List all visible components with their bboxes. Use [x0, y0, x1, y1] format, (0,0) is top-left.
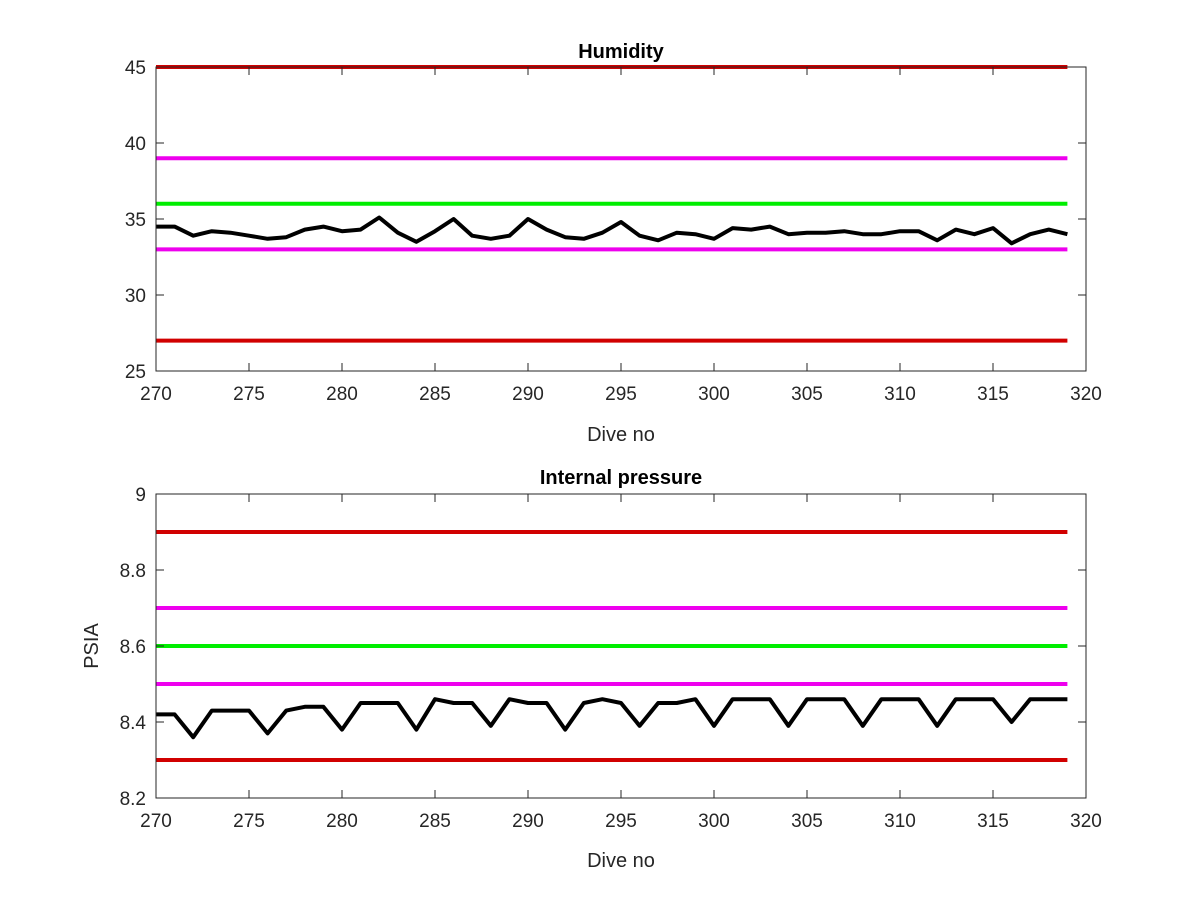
humidity-x-axis-label: Dive no [587, 424, 655, 446]
humidity-x-tick-label-0: 270 [140, 384, 172, 405]
pressure-x-tick-label-2: 280 [326, 811, 358, 832]
humidity-x-tick-label-7: 305 [791, 384, 823, 405]
pressure-x-tick-label-8: 310 [884, 811, 916, 832]
pressure-x-tick-label-10: 320 [1070, 811, 1102, 832]
pressure-x-tick-label-5: 295 [605, 811, 637, 832]
pressure-y-tick-label-1: 8.4 [120, 713, 147, 734]
humidity-y-tick-label-2: 35 [125, 210, 146, 231]
pressure-y-axis-label: PSIA [81, 623, 103, 669]
pressure-x-tick-label-0: 270 [140, 811, 172, 832]
pressure-y-tick-label-0: 8.2 [120, 789, 146, 810]
humidity-x-tick-label-4: 290 [512, 384, 544, 405]
humidity-x-tick-label-2: 280 [326, 384, 358, 405]
humidity-x-tick-label-10: 320 [1070, 384, 1102, 405]
pressure-x-tick-label-6: 300 [698, 811, 730, 832]
pressure-y-tick-label-4: 9 [135, 485, 146, 506]
pressure-x-tick-label-4: 290 [512, 811, 544, 832]
humidity-subplot: 270 275 280 285 290 295 300 305 310 315 320 25 30 35 4… [125, 41, 1102, 446]
pressure-x-axis-label: Dive no [587, 850, 655, 872]
pressure-x-tick-label-7: 305 [791, 811, 823, 832]
humidity-series-line-0 [156, 215, 1068, 246]
humidity-x-tick-label-3: 285 [419, 384, 451, 405]
humidity-title: Humidity [578, 41, 664, 63]
pressure-ticks: 270 275 280 285 290 295 300 305 310 315 320 8.2 8.4 8… [120, 485, 1102, 832]
humidity-y-tick-label-3: 40 [125, 134, 146, 155]
humidity-x-tick-label-9: 315 [977, 384, 1009, 405]
pressure-series-line-0 [156, 697, 1068, 740]
humidity-x-tick-label-1: 275 [233, 384, 265, 405]
pressure-y-tick-label-3: 8.8 [120, 561, 146, 582]
pressure-x-tick-label-3: 285 [419, 811, 451, 832]
humidity-x-tick-label-8: 310 [884, 384, 916, 405]
humidity-x-tick-label-5: 295 [605, 384, 637, 405]
pressure-plot-area [156, 530, 1068, 762]
pressure-x-tick-label-1: 275 [233, 811, 265, 832]
pressure-title: Internal pressure [540, 467, 702, 489]
humidity-ticks: 270 275 280 285 290 295 300 305 310 315 320 25 30 35 4… [125, 58, 1102, 405]
humidity-x-tick-label-6: 300 [698, 384, 730, 405]
pressure-subplot: 270 275 280 285 290 295 300 305 310 315 320 8.2 8.4 8… [81, 467, 1102, 872]
pressure-x-tick-label-9: 315 [977, 811, 1009, 832]
humidity-y-tick-label-1: 30 [125, 286, 146, 307]
humidity-y-tick-label-0: 25 [125, 362, 146, 383]
pressure-y-tick-label-2: 8.6 [120, 637, 146, 658]
humidity-y-tick-label-4: 45 [125, 58, 146, 79]
